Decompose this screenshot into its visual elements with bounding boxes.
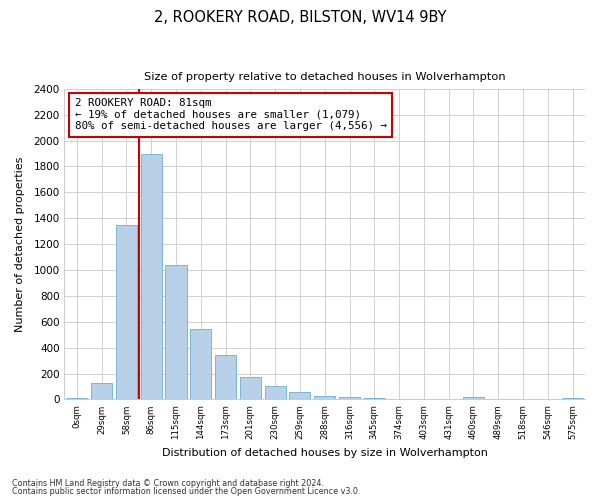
Bar bbox=[463, 397, 484, 400]
Bar bbox=[190, 329, 211, 400]
Bar bbox=[389, 399, 410, 400]
Text: Contains public sector information licensed under the Open Government Licence v3: Contains public sector information licen… bbox=[12, 487, 361, 496]
Bar bbox=[91, 382, 112, 400]
Bar bbox=[364, 398, 385, 400]
Bar bbox=[289, 392, 310, 400]
Bar bbox=[215, 355, 236, 400]
Y-axis label: Number of detached properties: Number of detached properties bbox=[15, 156, 25, 332]
Bar bbox=[265, 386, 286, 400]
Bar bbox=[314, 396, 335, 400]
Bar bbox=[562, 398, 583, 400]
Bar bbox=[339, 397, 360, 400]
X-axis label: Distribution of detached houses by size in Wolverhampton: Distribution of detached houses by size … bbox=[162, 448, 488, 458]
Bar bbox=[166, 265, 187, 400]
Bar bbox=[67, 398, 88, 400]
Bar bbox=[240, 378, 261, 400]
Text: 2, ROOKERY ROAD, BILSTON, WV14 9BY: 2, ROOKERY ROAD, BILSTON, WV14 9BY bbox=[154, 10, 446, 25]
Text: Contains HM Land Registry data © Crown copyright and database right 2024.: Contains HM Land Registry data © Crown c… bbox=[12, 478, 324, 488]
Title: Size of property relative to detached houses in Wolverhampton: Size of property relative to detached ho… bbox=[144, 72, 506, 83]
Text: 2 ROOKERY ROAD: 81sqm
← 19% of detached houses are smaller (1,079)
80% of semi-d: 2 ROOKERY ROAD: 81sqm ← 19% of detached … bbox=[75, 98, 387, 132]
Bar bbox=[140, 154, 162, 400]
Bar bbox=[116, 224, 137, 400]
